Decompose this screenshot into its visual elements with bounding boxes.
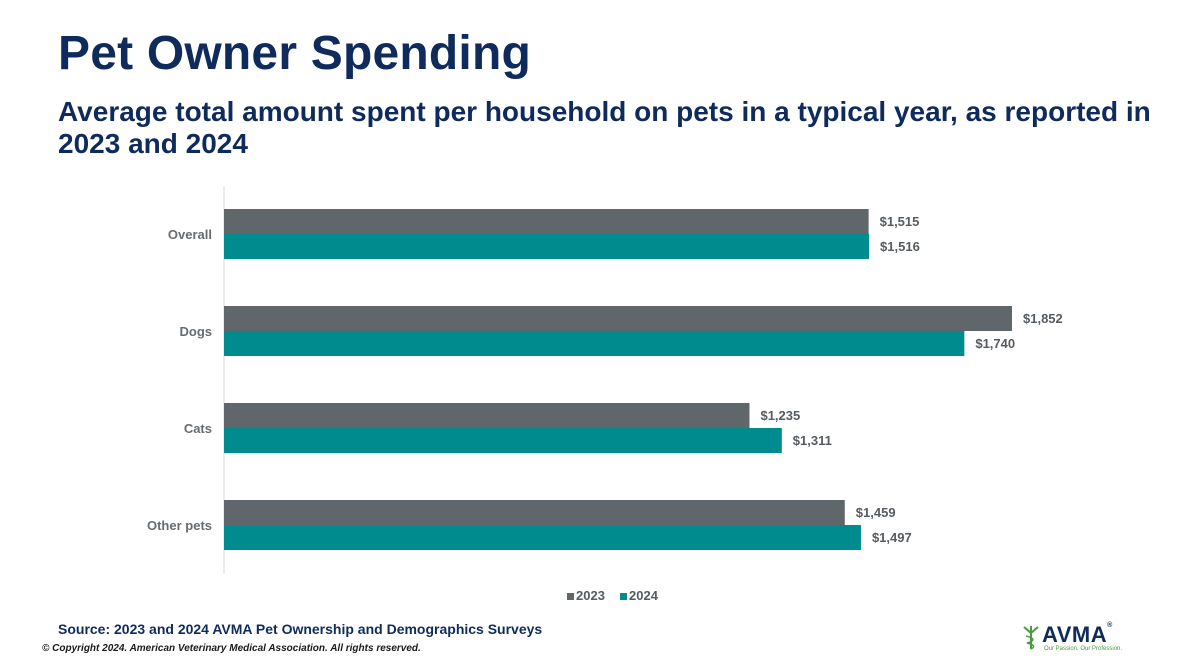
legend-label: 2023 — [576, 588, 605, 603]
category-label: Other pets — [147, 518, 212, 533]
page-title: Pet Owner Spending — [58, 27, 531, 80]
bar-2023-overall — [224, 209, 869, 234]
legend-swatch-2024 — [620, 593, 627, 600]
logo-tagline: Our Passion. Our Profession. — [1044, 646, 1123, 652]
page-subtitle: Average total amount spent per household… — [58, 96, 1151, 159]
copyright-note: © Copyright 2024. American Veterinary Me… — [42, 643, 421, 654]
bar-2023-other-pets — [224, 500, 845, 525]
data-label: $1,516 — [880, 239, 920, 254]
legend-swatch-2023 — [567, 593, 574, 600]
bar-2023-cats — [224, 403, 750, 428]
avma-logo: AVMA® Our Passion. Our Profession. — [1022, 622, 1132, 656]
data-label: $1,235 — [760, 408, 800, 423]
source-note: Source: 2023 and 2024 AVMA Pet Ownership… — [58, 621, 543, 637]
data-label: $1,459 — [856, 505, 896, 520]
category-label: Cats — [184, 421, 212, 436]
bar-2024-other-pets — [224, 525, 861, 550]
category-label: Overall — [168, 227, 212, 242]
legend-label: 2024 — [629, 588, 659, 603]
data-label: $1,740 — [975, 336, 1015, 351]
chart-legend: 2023 2024 — [567, 588, 659, 603]
logo-wordmark: AVMA® — [1042, 622, 1113, 647]
category-label: Dogs — [180, 324, 213, 339]
data-label: $1,515 — [880, 214, 920, 229]
bar-2024-dogs — [224, 331, 965, 356]
caduceus-icon — [1023, 626, 1039, 650]
bar-2024-cats — [224, 428, 782, 453]
data-label: $1,497 — [872, 530, 912, 545]
bar-2023-dogs — [224, 306, 1012, 331]
data-label: $1,311 — [793, 433, 832, 448]
data-label: $1,852 — [1023, 311, 1063, 326]
bar-2024-overall — [224, 234, 870, 259]
